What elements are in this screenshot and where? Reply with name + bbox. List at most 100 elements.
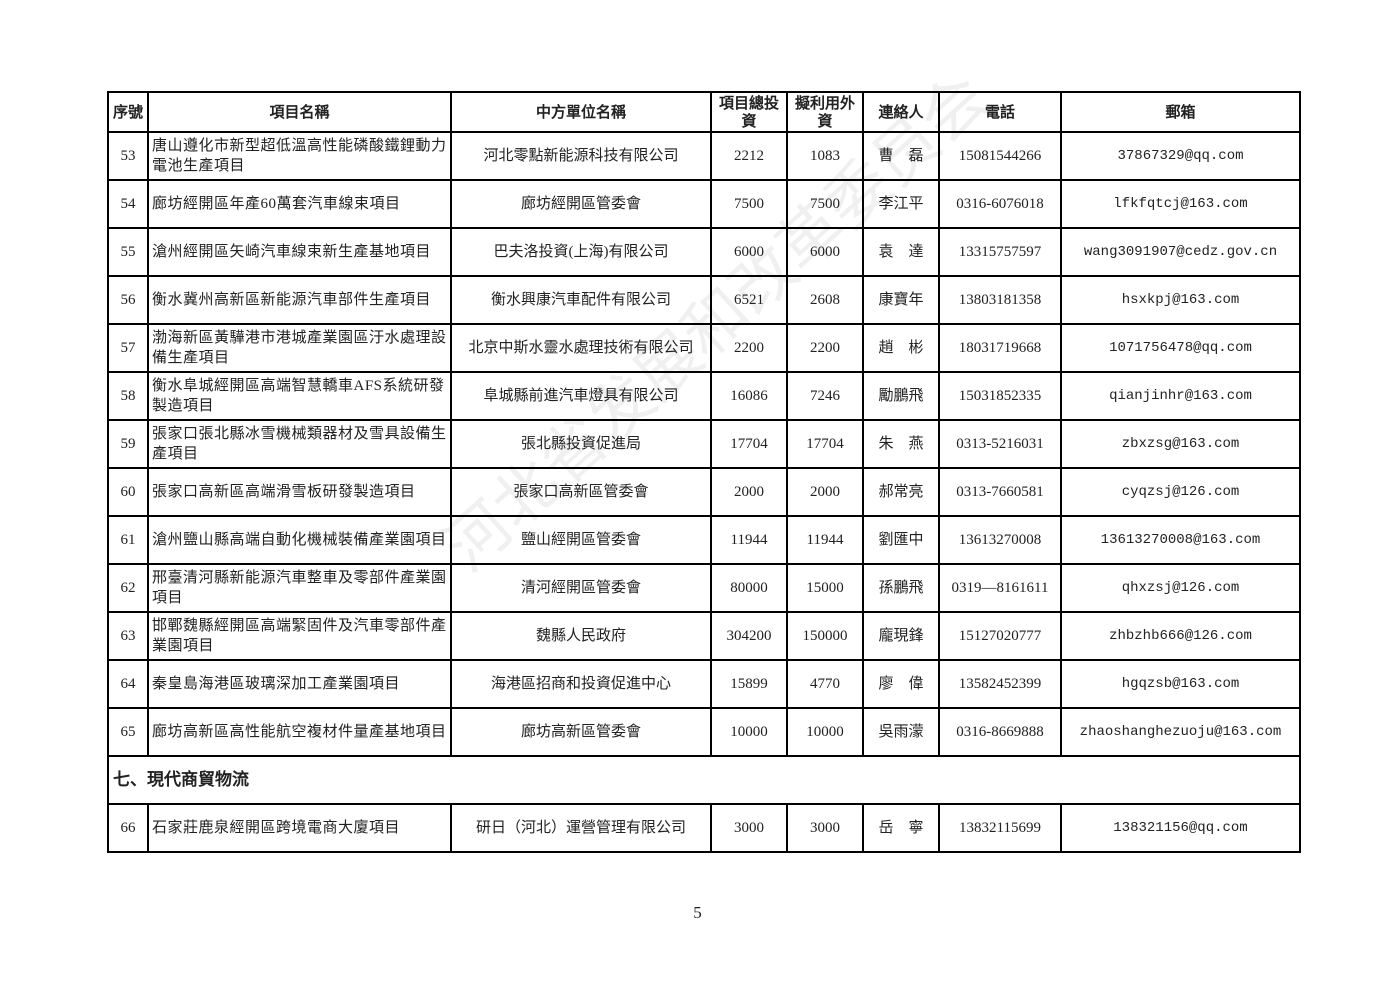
header-project: 項目名稱 (147, 91, 452, 133)
cell-investment: 6000 (710, 227, 788, 277)
cell-unit: 鹽山經開區管委會 (450, 515, 712, 565)
cell-no: 65 (107, 707, 149, 757)
cell-investment: 16086 (710, 371, 788, 421)
cell-project: 唐山遵化市新型超低溫高性能磷酸鐵鋰動力電池生產項目 (147, 131, 452, 181)
cell-phone: 0316-6076018 (938, 179, 1062, 229)
cell-phone: 18031719668 (938, 323, 1062, 373)
cell-no: 56 (107, 275, 149, 325)
cell-investment: 11944 (710, 515, 788, 565)
cell-email: wang3091907@cedz.gov.cn (1060, 227, 1301, 277)
table-row: 56 衡水冀州高新區新能源汽車部件生產項目 衡水興康汽車配件有限公司 6521 2608… (107, 275, 1301, 325)
cell-no: 61 (107, 515, 149, 565)
cell-investment: 2200 (710, 323, 788, 373)
cell-phone: 13613270008 (938, 515, 1062, 565)
cell-investment: 3000 (710, 803, 788, 853)
cell-project: 邯鄲魏縣經開區高端緊固件及汽車零部件產業園項目 (147, 611, 452, 661)
table-row: 65 廊坊高新區高性能航空複材件量產基地項目 廊坊高新區管委會 10000 10000 吳… (107, 707, 1301, 757)
cell-phone: 13803181358 (938, 275, 1062, 325)
cell-project: 張家口張北縣冰雪機械類器材及雪具設備生產項目 (147, 419, 452, 469)
cell-contact: 趙 彬 (862, 323, 940, 373)
page-number: 5 (693, 903, 702, 922)
cell-project: 石家莊鹿泉經開區跨境電商大廈項目 (147, 803, 452, 853)
cell-no: 60 (107, 467, 149, 517)
cell-investment: 15899 (710, 659, 788, 709)
cell-investment: 6521 (710, 275, 788, 325)
cell-unit: 魏縣人民政府 (450, 611, 712, 661)
table-row: 58 衡水阜城經開區高端智慧轎車AFS系統研發製造項目 阜城縣前進汽車燈具有限公司 1… (107, 371, 1301, 421)
table-row: 61 滄州鹽山縣高端自動化機械裝備產業園項目 鹽山經開區管委會 11944 11944 劉… (107, 515, 1301, 565)
cell-unit: 海港區招商和投資促進中心 (450, 659, 712, 709)
cell-contact: 劉匯中 (862, 515, 940, 565)
cell-no: 54 (107, 179, 149, 229)
cell-email: 1071756478@qq.com (1060, 323, 1301, 373)
cell-investment: 2212 (710, 131, 788, 181)
cell-phone: 15127020777 (938, 611, 1062, 661)
cell-no: 66 (107, 803, 149, 853)
cell-phone: 13582452399 (938, 659, 1062, 709)
table-row: 54 廊坊經開區年產60萬套汽車線束項目 廊坊經開區管委會 7500 7500 李江平 03… (107, 179, 1301, 229)
cell-contact: 李江平 (862, 179, 940, 229)
header-unit: 中方單位名稱 (450, 91, 712, 133)
cell-phone: 0316-8669888 (938, 707, 1062, 757)
cell-foreign: 6000 (786, 227, 864, 277)
cell-investment: 80000 (710, 563, 788, 613)
cell-no: 58 (107, 371, 149, 421)
cell-contact: 龐現鋒 (862, 611, 940, 661)
table-row: 66 石家莊鹿泉經開區跨境電商大廈項目 研日（河北）運營管理有限公司 3000 3000… (107, 803, 1301, 853)
cell-phone: 0313-7660581 (938, 467, 1062, 517)
cell-project: 渤海新區黃驊港市港城產業園區汙水處理設備生產項目 (147, 323, 452, 373)
cell-unit: 清河經開區管委會 (450, 563, 712, 613)
cell-phone: 0313-5216031 (938, 419, 1062, 469)
cell-unit: 研日（河北）運營管理有限公司 (450, 803, 712, 853)
cell-foreign: 4770 (786, 659, 864, 709)
table-row: 62 邢臺清河縣新能源汽車整車及零部件產業園項目 清河經開區管委會 80000 1500… (107, 563, 1301, 613)
cell-no: 62 (107, 563, 149, 613)
cell-no: 53 (107, 131, 149, 181)
cell-investment: 7500 (710, 179, 788, 229)
cell-unit: 衡水興康汽車配件有限公司 (450, 275, 712, 325)
header-email: 郵箱 (1060, 91, 1301, 133)
cell-foreign: 11944 (786, 515, 864, 565)
cell-unit: 阜城縣前進汽車燈具有限公司 (450, 371, 712, 421)
cell-project: 邢臺清河縣新能源汽車整車及零部件產業園項目 (147, 563, 452, 613)
table-row: 63 邯鄲魏縣經開區高端緊固件及汽車零部件產業園項目 魏縣人民政府 304200 150… (107, 611, 1301, 661)
cell-investment: 10000 (710, 707, 788, 757)
section-row: 七、現代商貿物流 (107, 755, 1301, 805)
cell-contact: 康寶年 (862, 275, 940, 325)
cell-phone: 15081544266 (938, 131, 1062, 181)
cell-foreign: 2000 (786, 467, 864, 517)
cell-foreign: 2200 (786, 323, 864, 373)
cell-contact: 郝常亮 (862, 467, 940, 517)
cell-email: lfkfqtcj@163.com (1060, 179, 1301, 229)
cell-unit: 張北縣投資促進局 (450, 419, 712, 469)
cell-contact: 曹 磊 (862, 131, 940, 181)
section-heading: 七、現代商貿物流 (107, 755, 1301, 805)
cell-contact: 孫鵬飛 (862, 563, 940, 613)
cell-no: 57 (107, 323, 149, 373)
cell-contact: 廖 偉 (862, 659, 940, 709)
cell-email: zhaoshanghezuoju@163.com (1060, 707, 1301, 757)
cell-foreign: 7500 (786, 179, 864, 229)
header-phone: 電話 (938, 91, 1062, 133)
cell-project: 張家口高新區高端滑雪板研發製造項目 (147, 467, 452, 517)
cell-no: 59 (107, 419, 149, 469)
cell-foreign: 2608 (786, 275, 864, 325)
table-row: 60 張家口高新區高端滑雪板研發製造項目 張家口高新區管委會 2000 2000 郝常亮 0… (107, 467, 1301, 517)
cell-project: 衡水阜城經開區高端智慧轎車AFS系統研發製造項目 (147, 371, 452, 421)
header-contact: 連絡人 (862, 91, 940, 133)
cell-project: 廊坊經開區年產60萬套汽車線束項目 (147, 179, 452, 229)
cell-foreign: 7246 (786, 371, 864, 421)
cell-email: zbxzsg@163.com (1060, 419, 1301, 469)
cell-no: 63 (107, 611, 149, 661)
header-investment: 項目總投資 (710, 91, 788, 133)
cell-phone: 0319—8161611 (938, 563, 1062, 613)
cell-contact: 勵鵬飛 (862, 371, 940, 421)
table-row: 64 秦皇島海港區玻璃深加工產業園項目 海港區招商和投資促進中心 15899 4770 廖… (107, 659, 1301, 709)
cell-phone: 13315757597 (938, 227, 1062, 277)
table-row: 57 渤海新區黃驊港市港城產業園區汙水處理設備生產項目 北京中斯水靈水處理技術有限公… (107, 323, 1301, 373)
cell-phone: 13832115699 (938, 803, 1062, 853)
table-row: 59 張家口張北縣冰雪機械類器材及雪具設備生產項目 張北縣投資促進局 17704 177… (107, 419, 1301, 469)
cell-email: zhbzhb666@126.com (1060, 611, 1301, 661)
cell-contact: 朱 燕 (862, 419, 940, 469)
cell-contact: 袁 達 (862, 227, 940, 277)
